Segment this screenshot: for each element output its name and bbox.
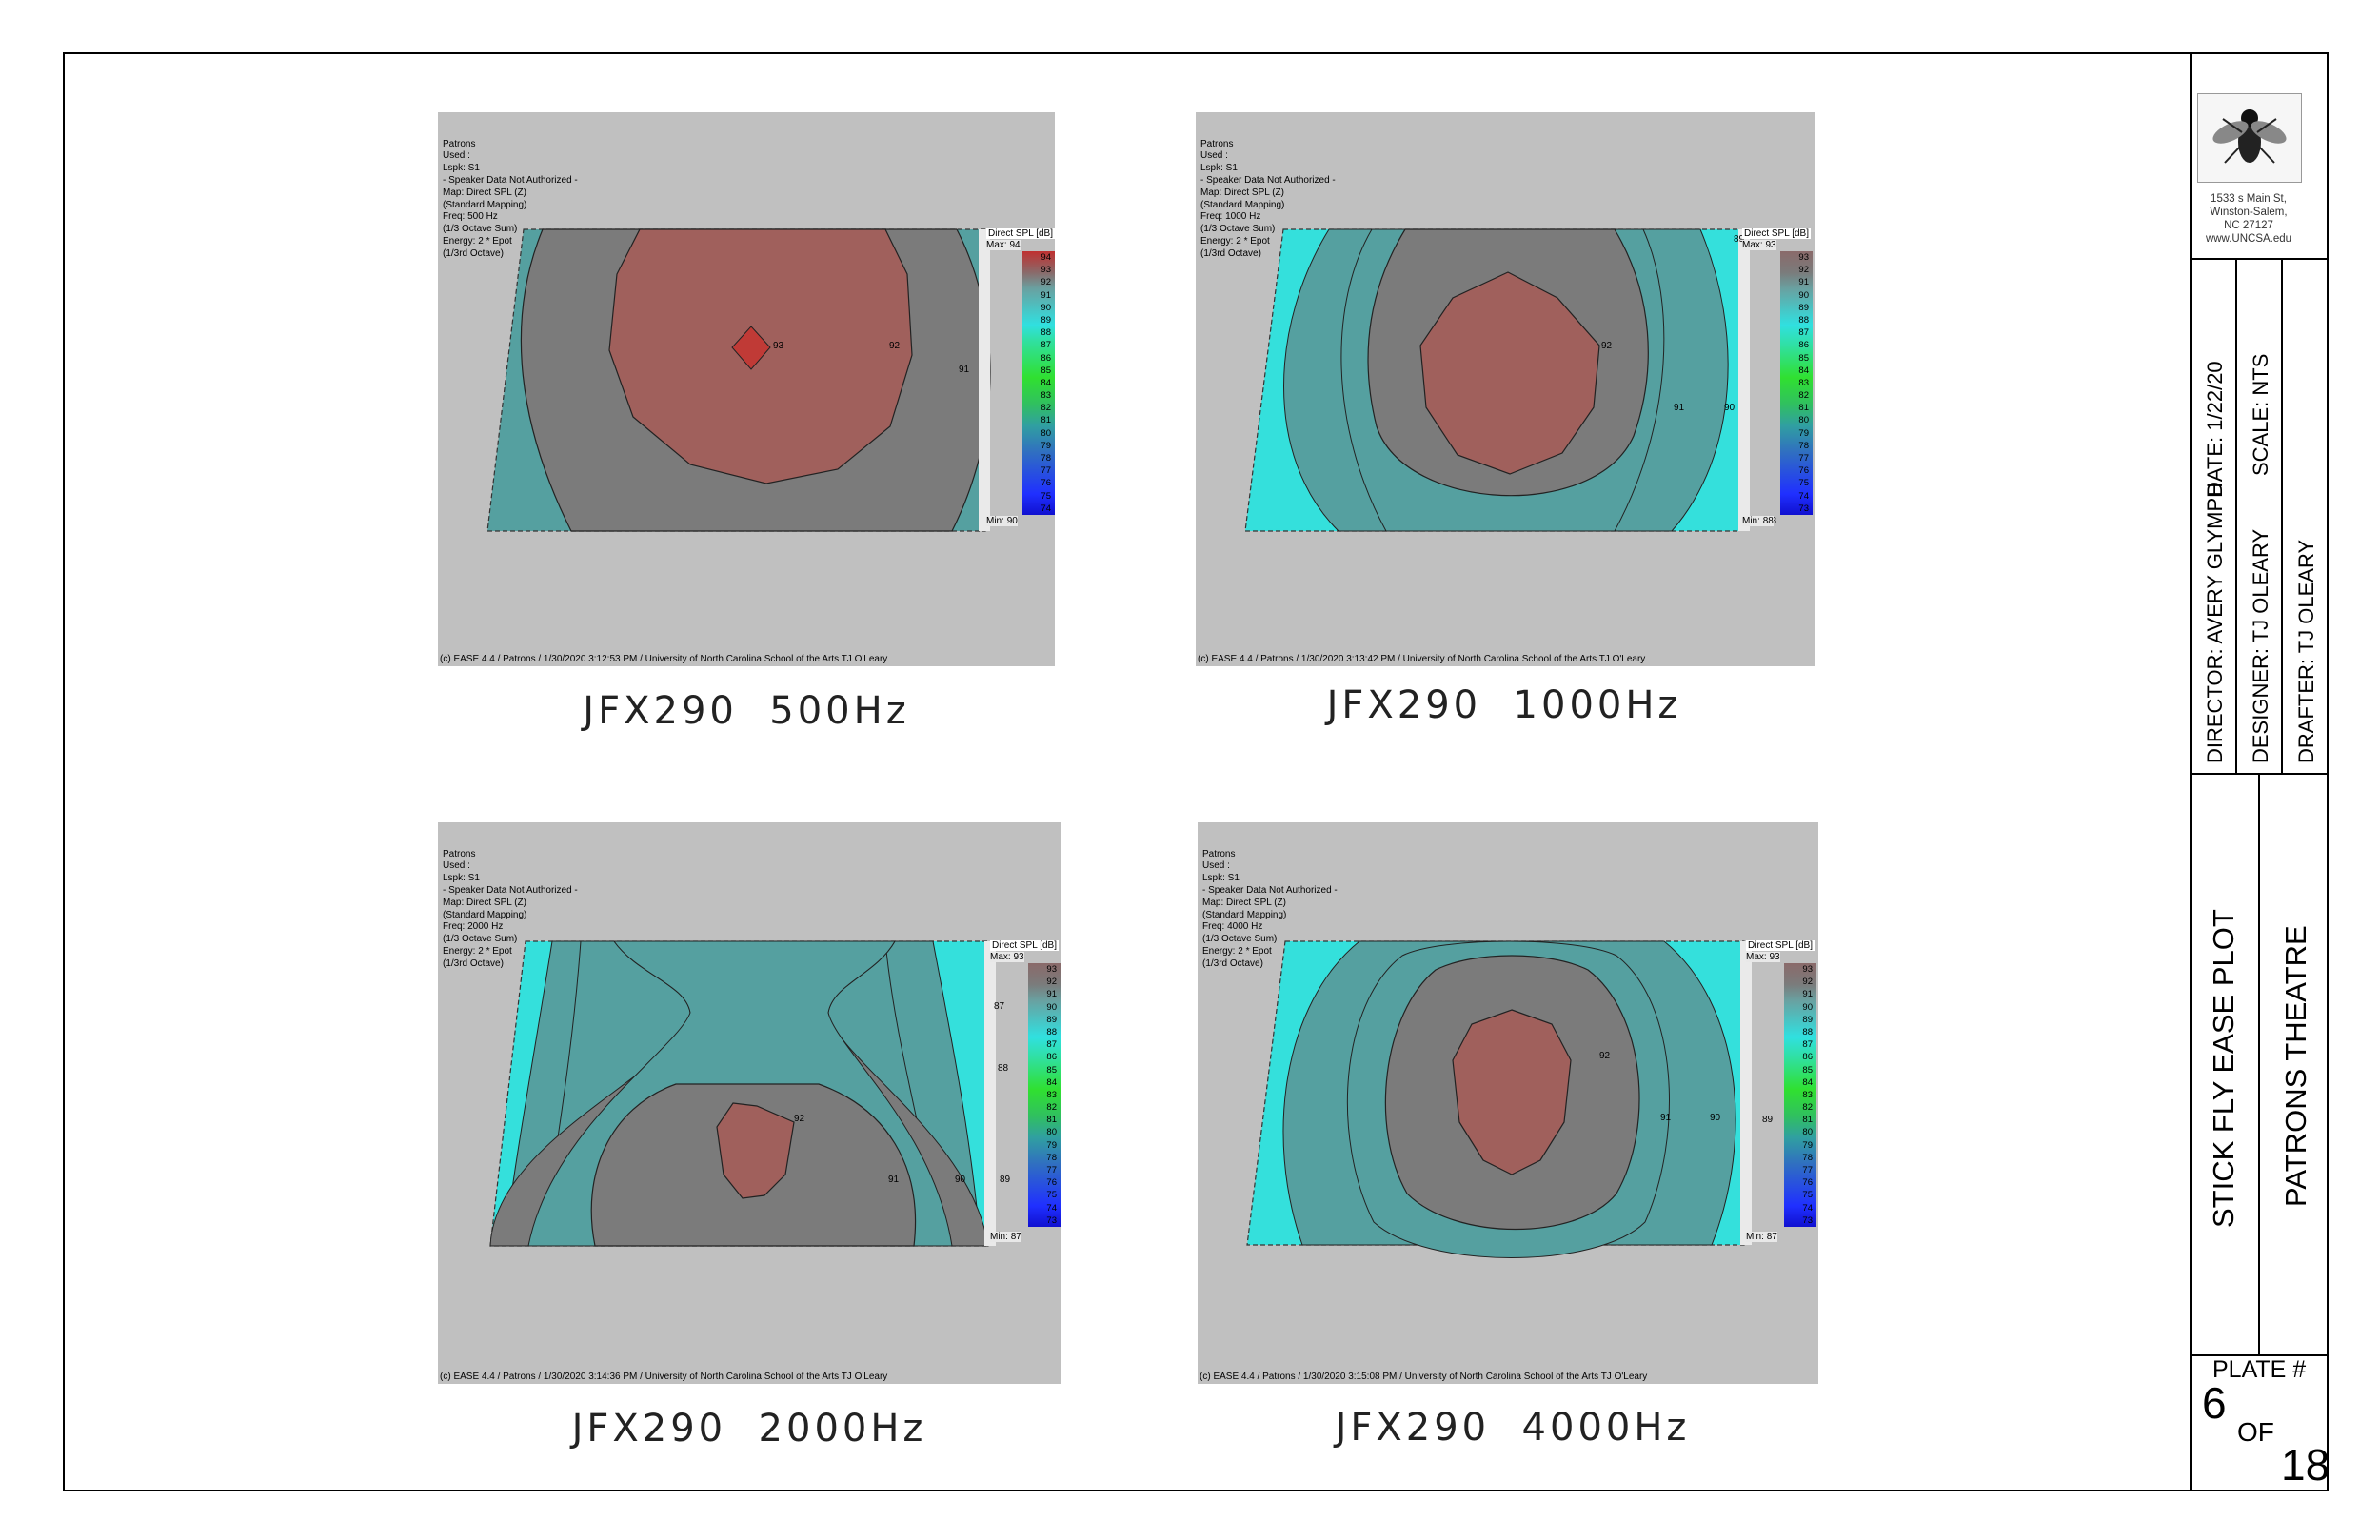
- spl-contour-map: [486, 228, 991, 532]
- plot-caption: JFX290 500Hz: [583, 689, 910, 733]
- title-block-divider: [2235, 258, 2237, 773]
- legend-title: Direct SPL [dB]: [986, 228, 1055, 239]
- drawing-sheet-border: [63, 52, 2329, 1491]
- legend-title: Direct SPL [dB]: [1742, 228, 1811, 239]
- spl-plot-500hz: Patrons Used : Lspk: S1- Speaker Data Not …: [438, 112, 1055, 666]
- legend-title: Direct SPL [dB]: [990, 940, 1059, 951]
- title-block-left-rule: [2190, 52, 2192, 1491]
- plot-caption: JFX290 4000Hz: [1335, 1406, 1691, 1450]
- legend-min: Min: 87: [990, 1232, 1021, 1242]
- legend-max: Max: 93: [1742, 240, 1776, 250]
- contour-label: 91: [888, 1175, 900, 1185]
- contour-label: 89: [1762, 1115, 1774, 1125]
- spl-contour-map: [1246, 940, 1752, 1258]
- legend-max: Max: 93: [990, 952, 1024, 962]
- of-label: OF: [2237, 1417, 2274, 1447]
- spl-plot-2000hz: Patrons Used : Lspk: S1- Speaker Data Not …: [438, 822, 1061, 1384]
- plot-footer: (c) EASE 4.4 / Patrons / 1/30/2020 3:14:…: [440, 1372, 888, 1382]
- plate-number: 6: [2202, 1378, 2227, 1428]
- contour-label: 90: [1710, 1113, 1721, 1123]
- plot-footer: (c) EASE 4.4 / Patrons / 1/30/2020 3:12:…: [440, 654, 888, 664]
- contour-label: 91: [959, 365, 970, 375]
- plot-caption: JFX290 2000Hz: [571, 1407, 927, 1451]
- spl-plot-4000hz: Patrons Used : Lspk: S1- Speaker Data Not …: [1198, 822, 1818, 1384]
- total-plates: 18: [2281, 1440, 2330, 1490]
- contour-label: 88: [998, 1063, 1009, 1074]
- plot-caption: JFX290 1000Hz: [1326, 683, 1682, 727]
- fly-logo: [2197, 93, 2302, 183]
- legend-min: Min: 87: [1746, 1232, 1777, 1242]
- contour-label: 92: [1601, 341, 1613, 351]
- title-block-divider: [2258, 773, 2260, 1354]
- legend-scale: 94 93 92 91 90 89 88 87 86 85 84 83 82 81 80 79 78 77 76 75…: [1022, 251, 1055, 515]
- address-block: 1533 s Main St, Winston-Salem, NC 27127 …: [2205, 193, 2292, 245]
- contour-label: 91: [1674, 403, 1685, 413]
- plot-metadata: Patrons Used : Lspk: S1- Speaker Data Not …: [443, 138, 578, 259]
- legend-scale: 93 92 91 90 89 88 87 86 85 84 83 82 81 80 79 78 77 76 75 74…: [1028, 963, 1061, 1227]
- contour-label: 90: [1724, 403, 1735, 413]
- plate-label: PLATE #: [2212, 1356, 2307, 1383]
- venue-title: PATRONS THEATRE: [2279, 925, 2312, 1207]
- spl-contour-map: [1244, 228, 1750, 532]
- contour-label: 93: [773, 341, 784, 351]
- plot-footer: (c) EASE 4.4 / Patrons / 1/30/2020 3:13:…: [1198, 654, 1646, 664]
- spl-contour-map: [489, 940, 996, 1247]
- legend-scale: 93 92 91 90 89 88 87 86 85 84 83 82 81 80 79 78 77 76 75 74…: [1784, 963, 1816, 1227]
- legend-title: Direct SPL [dB]: [1746, 940, 1815, 951]
- contour-label: 92: [794, 1114, 805, 1124]
- designer-label: DESIGNER: TJ OLEARY: [2249, 528, 2272, 763]
- sheet-title: STICK FLY EASE PLOT: [2207, 909, 2240, 1228]
- contour-label: 89: [1734, 234, 1745, 245]
- scale-label: SCALE: NTS: [2249, 353, 2272, 476]
- contour-label: 91: [1660, 1113, 1672, 1123]
- contour-label: 87: [994, 1001, 1005, 1012]
- contour-label: 92: [889, 341, 901, 351]
- plot-footer: (c) EASE 4.4 / Patrons / 1/30/2020 3:15:…: [1200, 1372, 1648, 1382]
- plot-metadata: Patrons Used : Lspk: S1- Speaker Data Not …: [443, 848, 578, 969]
- title-block-divider: [2190, 1354, 2329, 1356]
- title-block-divider: [2281, 258, 2283, 773]
- contour-label: 90: [955, 1175, 966, 1185]
- legend-min: Min: 88: [1742, 516, 1774, 526]
- contour-label: 89: [1000, 1175, 1011, 1185]
- legend-min: Min: 90: [986, 516, 1018, 526]
- spl-plot-1000hz: Patrons Used : Lspk: S1- Speaker Data Not …: [1196, 112, 1815, 666]
- plot-metadata: Patrons Used : Lspk: S1- Speaker Data Not …: [1200, 138, 1336, 259]
- title-block-divider: [2190, 258, 2329, 260]
- legend-scale: 93 92 91 90 89 88 87 86 85 84 83 82 81 80 79 78 77 76 75 74…: [1780, 251, 1813, 515]
- legend-max: Max: 93: [1746, 952, 1780, 962]
- director-label: DIRECTOR: AVERY GLYMPH: [2203, 482, 2227, 763]
- plot-metadata: Patrons Used : Lspk: S1- Speaker Data Not …: [1202, 848, 1338, 969]
- contour-label: 92: [1599, 1051, 1611, 1061]
- drafter-label: DRAFTER: TJ OLEARY: [2294, 539, 2318, 763]
- date-label: DATE: 1/22/20: [2203, 361, 2227, 497]
- legend-max: Max: 94: [986, 240, 1021, 250]
